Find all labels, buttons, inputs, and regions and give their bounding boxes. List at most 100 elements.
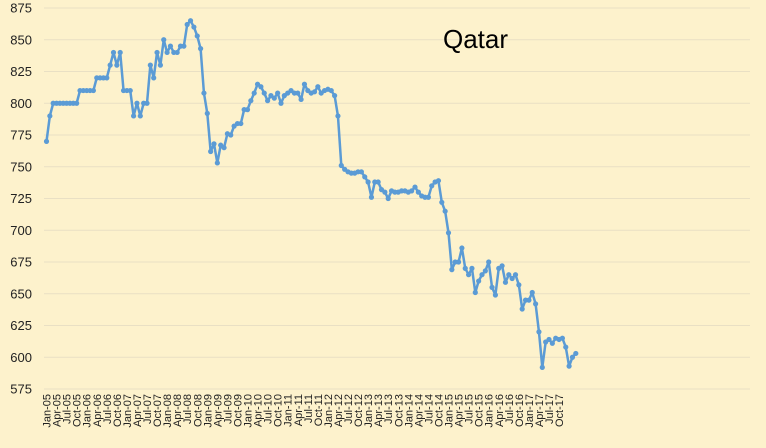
- data-point: [104, 75, 110, 81]
- y-tick-label: 575: [10, 382, 32, 397]
- y-axis-ticks: 575 600 625 650 675 700 725 750 775 800 825 850 875: [10, 1, 32, 397]
- x-tick-label: Jan-13: [363, 394, 375, 428]
- x-tick-label: Jul-14: [423, 394, 435, 424]
- data-point: [499, 263, 505, 269]
- x-tick-label: Oct-07: [152, 394, 164, 427]
- x-tick-label: Apr-07: [132, 394, 144, 427]
- data-point: [107, 62, 113, 68]
- data-point: [559, 335, 566, 341]
- data-point: [265, 98, 271, 104]
- data-point: [238, 120, 244, 127]
- x-tick-label: Oct-15: [474, 394, 486, 427]
- data-point: [506, 272, 512, 278]
- data-point: [382, 189, 388, 195]
- x-axis-ticks: Jan-05Apr-05Jul-05Oct-05Jan-06Apr-06Jul-…: [42, 394, 567, 428]
- data-point: [191, 24, 197, 30]
- x-tick-label: Apr-06: [92, 394, 104, 427]
- x-tick-label: Oct-08: [192, 394, 204, 427]
- data-point: [425, 194, 431, 200]
- data-point: [375, 179, 381, 185]
- data-point: [365, 179, 371, 185]
- data-point: [529, 289, 535, 296]
- data-point: [298, 96, 304, 103]
- data-point: [328, 87, 334, 94]
- x-tick-label: Apr-12: [333, 394, 345, 427]
- data-point: [519, 306, 525, 312]
- data-point: [526, 297, 532, 303]
- data-point: [201, 90, 207, 96]
- data-point: [261, 90, 267, 96]
- data-point: [214, 160, 220, 166]
- x-tick-label: Jul-05: [62, 394, 74, 424]
- x-tick-label: Oct-10: [273, 394, 285, 427]
- x-tick-label: Oct-06: [112, 394, 124, 427]
- y-tick-label: 625: [10, 318, 32, 333]
- x-tick-label: Apr-09: [212, 394, 224, 427]
- data-point: [301, 81, 308, 87]
- data-point: [154, 49, 160, 56]
- data-point: [137, 113, 143, 119]
- data-point: [509, 275, 515, 282]
- data-point: [258, 84, 264, 90]
- data-point: [332, 93, 338, 99]
- y-tick-label: 800: [10, 96, 32, 111]
- data-point: [198, 46, 204, 52]
- data-point: [486, 259, 492, 265]
- data-point: [134, 100, 140, 106]
- x-tick-label: Oct-11: [313, 394, 325, 426]
- x-tick-label: Jul-13: [383, 394, 395, 424]
- data-point: [187, 18, 194, 24]
- y-tick-label: 675: [10, 255, 32, 270]
- data-point: [90, 87, 96, 94]
- data-point: [335, 113, 341, 119]
- data-point: [455, 259, 462, 265]
- data-point: [110, 49, 117, 56]
- x-tick-label: Oct-14: [433, 394, 445, 427]
- data-point: [533, 301, 539, 307]
- data-point: [368, 194, 375, 200]
- x-tick-label: Jul-15: [464, 394, 476, 424]
- x-tick-label: Oct-12: [353, 394, 365, 427]
- data-point: [546, 336, 552, 343]
- data-point: [244, 107, 251, 113]
- x-tick-label: Apr-15: [454, 394, 466, 427]
- x-tick-label: Jul-16: [504, 394, 516, 424]
- y-tick-label: 700: [10, 223, 32, 238]
- x-tick-label: Jan-12: [323, 394, 335, 428]
- data-point: [127, 87, 133, 94]
- x-tick-label: Apr-05: [52, 394, 64, 427]
- data-point: [275, 90, 281, 96]
- data-point: [489, 284, 495, 290]
- data-point: [208, 148, 214, 155]
- x-tick-label: Jan-09: [202, 394, 214, 428]
- data-point: [167, 43, 174, 49]
- x-tick-label: Oct-16: [514, 394, 526, 427]
- data-point: [174, 49, 180, 56]
- data-point: [479, 272, 485, 278]
- x-tick-label: Jan-14: [403, 394, 415, 428]
- data-point: [476, 278, 482, 284]
- data-point: [409, 188, 415, 194]
- y-tick-label: 775: [10, 128, 32, 143]
- x-tick-label: Jan-05: [42, 394, 54, 428]
- data-point: [221, 145, 227, 151]
- x-tick-label: Jan-11: [283, 394, 295, 427]
- data-point: [278, 100, 284, 106]
- x-tick-label: Jul-07: [142, 394, 154, 424]
- data-point: [516, 282, 522, 288]
- data-point: [466, 272, 472, 278]
- data-point: [228, 132, 234, 138]
- data-point: [563, 344, 569, 350]
- data-point: [462, 265, 468, 271]
- x-tick-label: Jul-06: [102, 394, 114, 424]
- data-point: [311, 89, 318, 95]
- data-point: [204, 110, 210, 117]
- data-point: [435, 178, 442, 184]
- x-tick-label: Oct-17: [554, 394, 566, 427]
- data-point: [114, 62, 120, 68]
- x-tick-label: Jan-16: [484, 394, 496, 428]
- data-point: [445, 230, 452, 236]
- x-tick-label: Jul-10: [263, 394, 275, 424]
- data-point: [164, 49, 170, 56]
